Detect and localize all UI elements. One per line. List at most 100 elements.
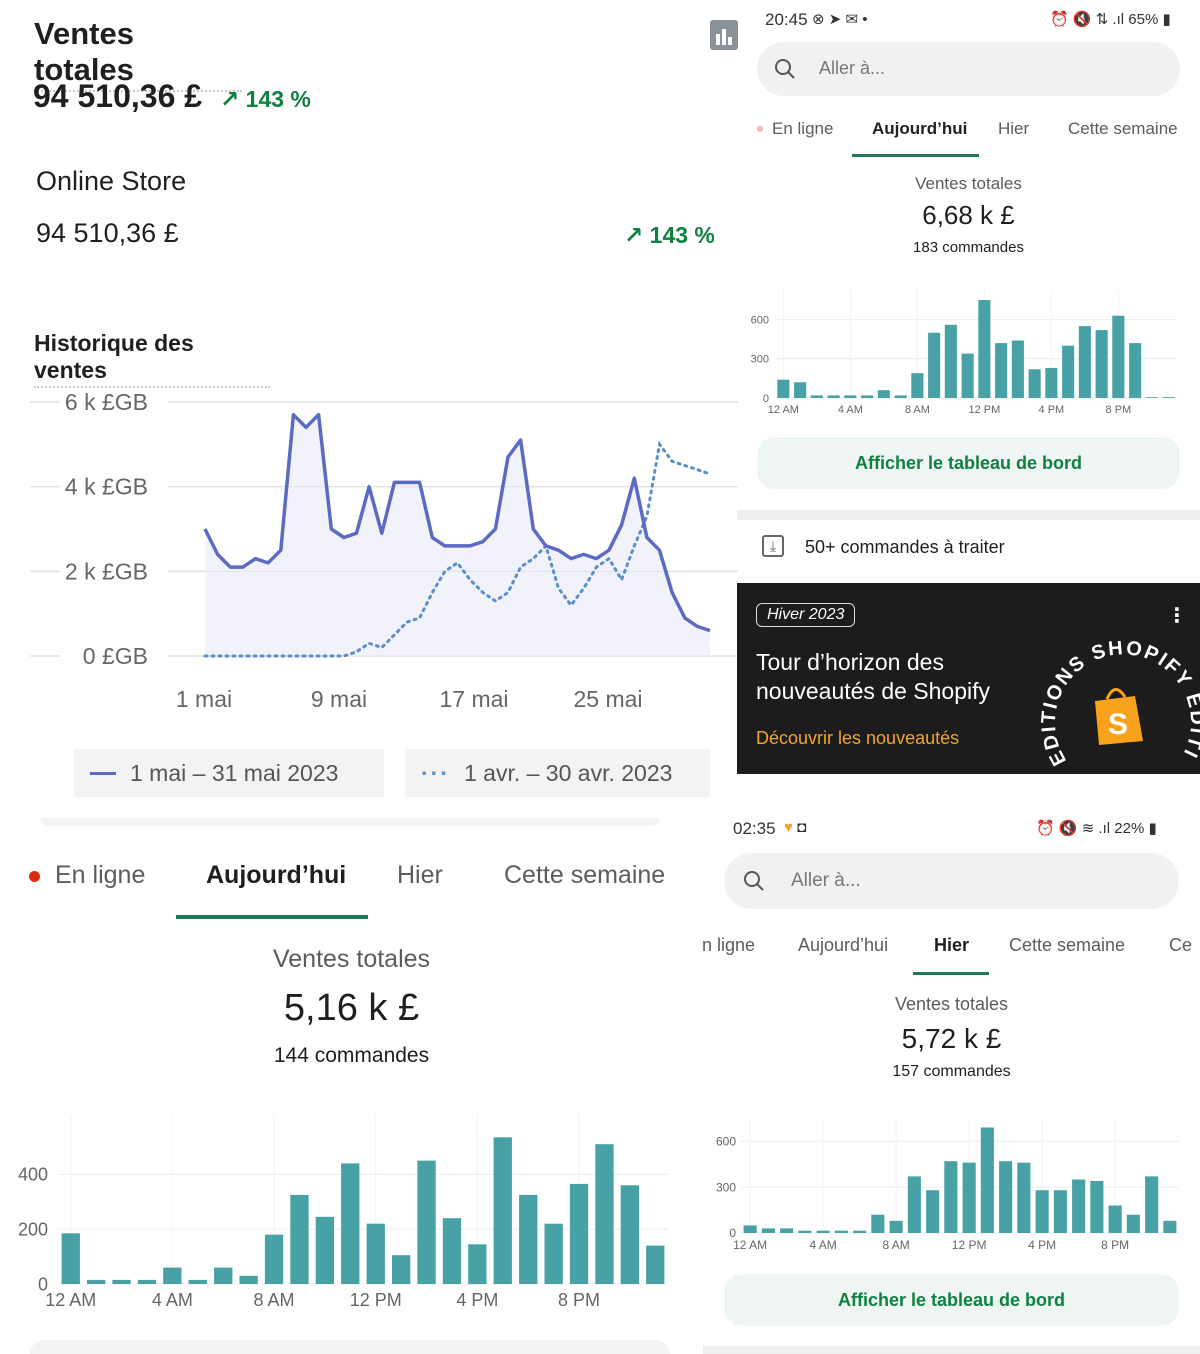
tab-today[interactable]: Aujourd’hui bbox=[872, 119, 968, 138]
orders-count: 183 commandes bbox=[913, 239, 1024, 256]
y-tick-label: 300 bbox=[716, 1180, 736, 1194]
x-tick-label: 17 mai bbox=[439, 686, 508, 712]
bar bbox=[1095, 330, 1108, 398]
promo-link[interactable]: Découvrir les nouveautés bbox=[756, 728, 960, 748]
bar bbox=[493, 1137, 512, 1284]
bar bbox=[798, 1230, 812, 1233]
bar bbox=[1011, 340, 1024, 398]
more-options-icon[interactable]: ⋮ bbox=[1167, 605, 1187, 627]
y-tick-label: 0 £GB bbox=[83, 643, 148, 669]
view-dashboard-button[interactable]: Afficher le tableau de bord bbox=[757, 437, 1180, 489]
store-amount: 94 510,36 £ bbox=[36, 218, 179, 248]
bar bbox=[907, 1176, 921, 1233]
view-dashboard-button[interactable]: Afficher le tableau de bord bbox=[724, 1274, 1179, 1326]
tab-today[interactable]: Aujourd’hui bbox=[206, 861, 347, 889]
bar bbox=[944, 1161, 958, 1233]
legend-current[interactable]: 1 mai – 31 mai 2023 bbox=[74, 749, 384, 797]
download-icon: ⤓ bbox=[762, 535, 784, 557]
store-change-value: 143 % bbox=[649, 222, 715, 248]
online-dot-icon bbox=[29, 871, 40, 882]
bar bbox=[861, 395, 874, 398]
tab-online[interactable]: En ligne bbox=[55, 861, 146, 889]
bar bbox=[264, 1234, 284, 1284]
tab-online[interactable]: En ligne bbox=[772, 119, 834, 138]
total-sales-value: 5,72 k £ bbox=[901, 1023, 1002, 1054]
hourly-sales-chart: 600 300 012 AM 4 AM 8 AM 12 PM 4 PM 8 PM bbox=[716, 1118, 1179, 1252]
summary-amount: 94 510,36 £ bbox=[33, 78, 203, 114]
tab-yesterday[interactable]: Hier bbox=[934, 935, 970, 955]
history-title[interactable]: Historique des ventes bbox=[34, 330, 270, 388]
bar bbox=[980, 1127, 994, 1233]
legend-current-label: 1 mai – 31 mai 2023 bbox=[130, 759, 339, 786]
bar bbox=[794, 382, 807, 398]
x-tick-label: 8 PM bbox=[1106, 404, 1132, 416]
status-time: 20:45 bbox=[765, 10, 808, 29]
tab-this-month[interactable]: Ce bbox=[1169, 935, 1193, 955]
bar bbox=[188, 1279, 207, 1284]
search-placeholder: Aller à... bbox=[791, 870, 861, 891]
total-sales-label: Ventes totales bbox=[894, 994, 1009, 1014]
tab-today[interactable]: Aujourd’hui bbox=[798, 935, 889, 955]
tab-yesterday[interactable]: Hier bbox=[998, 119, 1030, 138]
bar bbox=[928, 332, 941, 398]
active-tab-indicator bbox=[913, 972, 989, 975]
x-tick-label: 8 AM bbox=[882, 1238, 909, 1252]
bar bbox=[112, 1279, 131, 1284]
bar bbox=[1126, 1214, 1140, 1233]
battery-level: 65% bbox=[1128, 11, 1159, 28]
bar bbox=[442, 1218, 462, 1284]
bar bbox=[1028, 369, 1041, 398]
svg-text:S: S bbox=[1108, 708, 1128, 741]
x-tick-label: 4 PM bbox=[1028, 1238, 1056, 1252]
y-tick-label: 0 bbox=[38, 1274, 48, 1294]
sales-history-chart: 6 k £GB 4 k £GB 2 k £GB 0 £GB 1 mai 9 mai 17 … bbox=[30, 389, 738, 712]
divider bbox=[703, 1346, 1200, 1354]
card-edge bbox=[40, 818, 660, 826]
bar bbox=[646, 1245, 665, 1284]
bar bbox=[810, 395, 823, 398]
arrow-up-right-icon: ↗ bbox=[624, 222, 644, 248]
bar bbox=[1045, 367, 1058, 398]
x-tick-label: 4 PM bbox=[456, 1290, 498, 1310]
tab-yesterday[interactable]: Hier bbox=[397, 861, 443, 889]
status-right-icons: ⏰ 🔇 ⇅ .ıl 65% ▮ bbox=[1050, 11, 1171, 28]
x-tick-label: 8 PM bbox=[558, 1290, 600, 1310]
dotted-line-icon: ··· bbox=[421, 759, 450, 786]
x-tick-label: 8 AM bbox=[905, 404, 930, 416]
search-icon bbox=[775, 59, 795, 79]
pending-orders-link[interactable]: 50+ commandes à traiter bbox=[805, 537, 1005, 557]
bar bbox=[944, 324, 957, 398]
tab-this-week[interactable]: Cette semaine bbox=[1068, 119, 1178, 138]
summary-title[interactable]: Ventes totales bbox=[34, 16, 242, 92]
tab-this-week[interactable]: Cette semaine bbox=[504, 861, 666, 889]
bar bbox=[926, 1190, 940, 1233]
search-bar[interactable]: Aller à... bbox=[724, 853, 1179, 909]
promo-title-line2: nouveautés de Shopify bbox=[756, 678, 991, 704]
x-tick-label: 12 AM bbox=[45, 1290, 96, 1310]
bar bbox=[315, 1216, 334, 1284]
y-tick-label: 300 bbox=[751, 354, 769, 366]
x-tick-label: 4 PM bbox=[1039, 404, 1065, 416]
tab-this-week[interactable]: Cette semaine bbox=[1009, 935, 1126, 955]
store-change: ↗ 143 % bbox=[624, 222, 715, 249]
bar bbox=[761, 1228, 775, 1233]
x-tick-label: 4 AM bbox=[809, 1238, 836, 1252]
legend-previous[interactable]: ··· 1 avr. – 30 avr. 2023 bbox=[405, 749, 710, 797]
shopify-editions-card[interactable]: Hiver 2023 ⋮ Tour d’horizon des nouveaut… bbox=[737, 583, 1200, 774]
tab-online[interactable]: n ligne bbox=[702, 935, 756, 955]
search-icon bbox=[744, 871, 764, 891]
legend-previous-label: 1 avr. – 30 avr. 2023 bbox=[463, 759, 673, 786]
previous-series-line bbox=[203, 440, 712, 658]
search-bar[interactable]: Aller à... bbox=[757, 42, 1180, 96]
y-tick-label: 600 bbox=[751, 314, 769, 326]
bar bbox=[816, 1230, 830, 1233]
y-tick-label: 0 bbox=[729, 1226, 736, 1240]
y-tick-label: 600 bbox=[716, 1134, 736, 1148]
store-name: Online Store bbox=[36, 166, 187, 196]
status-time: 02:35 bbox=[733, 819, 776, 838]
bar bbox=[894, 395, 907, 398]
bar bbox=[1078, 326, 1091, 398]
bar bbox=[827, 395, 840, 398]
bar bbox=[871, 1214, 885, 1233]
analytics-icon[interactable] bbox=[710, 20, 738, 50]
